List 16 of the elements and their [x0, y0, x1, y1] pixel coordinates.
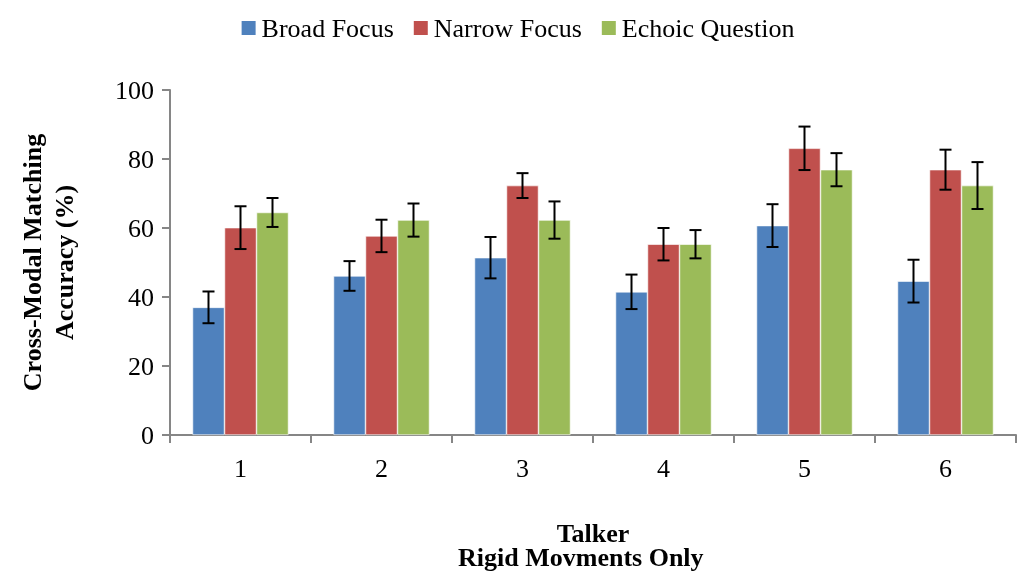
x-tick-label: 1 — [234, 453, 247, 483]
y-tick-label: 40 — [128, 282, 154, 312]
y-tick-label: 100 — [115, 75, 154, 105]
x-tick-label: 3 — [516, 453, 529, 483]
y-tick-label: 0 — [141, 420, 154, 450]
legend-label: Echoic Question — [621, 13, 795, 43]
x-tick-label: 4 — [657, 453, 670, 483]
x-tick-label: 5 — [798, 453, 811, 483]
x-tick-label: 6 — [939, 453, 952, 483]
y-axis-title: Cross-Modal Matching Accuracy (%) — [17, 133, 79, 392]
y-tick-label: 20 — [128, 351, 154, 381]
x-tick-label: 2 — [375, 453, 388, 483]
legend-label: Narrow Focus — [433, 13, 582, 43]
legend-label: Broad Focus — [261, 13, 394, 43]
y-tick-label: 60 — [128, 213, 154, 243]
y-tick-label: 80 — [128, 144, 154, 174]
